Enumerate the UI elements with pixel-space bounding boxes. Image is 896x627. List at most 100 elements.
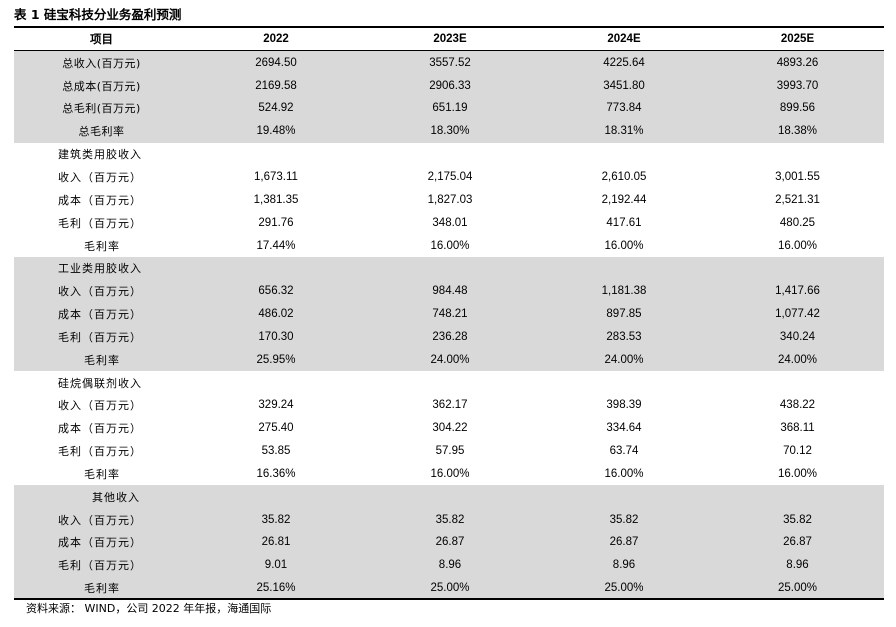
cell: 3451.80	[537, 74, 711, 98]
source-note: 资料来源： WIND，公司 2022 年年报，海通国际	[26, 602, 272, 615]
cell	[189, 485, 363, 509]
row-label: 成本（百万元）	[58, 193, 142, 207]
cell: 19.48%	[189, 119, 363, 143]
cell: 480.25	[779, 216, 816, 229]
table-row: 成本（百万元） 486.02 748.21 897.85 1,077.42	[14, 302, 884, 326]
cell	[189, 371, 363, 394]
cell: 16.00%	[777, 467, 817, 480]
cell: 25.95%	[189, 348, 363, 372]
cell: 236.28	[363, 325, 537, 349]
table-title: 表 1 硅宝科技分业务盈利预测	[14, 7, 182, 22]
cell: 70.12	[783, 445, 812, 458]
row-label: 毛利率	[84, 467, 120, 481]
table-row: 总成本(百万元) 2169.58 2906.33 3451.80 3993.70	[14, 74, 884, 98]
table-row: 成本（百万元） 26.81 26.87 26.87 26.87	[14, 531, 884, 554]
row-label: 成本（百万元）	[14, 302, 189, 326]
cell: 25.00%	[537, 576, 711, 600]
table-row: 总收入(百万元) 2694.50 3557.52 4225.64 4893.26	[14, 50, 884, 75]
cell: 334.64	[606, 422, 642, 435]
cell: 35.82	[537, 508, 711, 532]
cell	[537, 143, 711, 166]
cell: 26.87	[363, 531, 537, 554]
cell: 3557.52	[363, 50, 537, 75]
cell: 486.02	[189, 302, 363, 326]
cell: 1,181.38	[537, 279, 711, 303]
cell: 4893.26	[711, 50, 884, 75]
cell: 57.95	[435, 445, 465, 458]
cell: 340.24	[711, 325, 884, 349]
cell	[189, 256, 363, 280]
table-row: 成本（百万元） 275.40 304.22 334.64 368.11	[14, 417, 884, 440]
cell: 8.96	[363, 553, 537, 577]
cell: 4225.64	[537, 50, 711, 75]
table-row: 收入（百万元） 656.32 984.48 1,181.38 1,417.66	[14, 279, 884, 303]
cell: 2,192.44	[601, 193, 647, 206]
cell: 524.92	[189, 97, 363, 120]
table-row: 毛利（百万元） 170.30 236.28 283.53 340.24	[14, 325, 884, 349]
row-label: 收入（百万元）	[58, 399, 142, 413]
cell: 1,077.42	[711, 302, 884, 326]
cell: 368.11	[780, 422, 815, 435]
cell	[711, 143, 884, 166]
cell: 26.87	[537, 531, 711, 554]
cell: 2169.58	[189, 74, 363, 98]
cell: 35.82	[189, 508, 363, 532]
row-label: 总毛利(百万元)	[14, 97, 189, 120]
cell: 275.40	[258, 422, 294, 435]
cell: 329.24	[258, 399, 294, 412]
row-label: 毛利率	[84, 239, 120, 253]
cell	[363, 485, 537, 509]
cell: 304.22	[432, 422, 468, 435]
table-row: 成本（百万元） 1,381.35 1,827.03 2,192.44 2,521.31	[14, 188, 884, 211]
cell: 651.19	[363, 97, 537, 120]
cell: 438.22	[779, 399, 816, 412]
header-item: 项目	[14, 27, 189, 52]
header-year: 2025E	[711, 27, 884, 52]
cell	[711, 371, 884, 394]
row-label: 毛利（百万元）	[14, 553, 189, 577]
cell: 25.00%	[711, 576, 884, 600]
row-label: 收入（百万元）	[14, 508, 189, 532]
cell: 16.00%	[604, 467, 644, 480]
cell: 2,610.05	[601, 170, 647, 183]
section-row: 工业类用胶收入	[14, 256, 884, 280]
table-row: 总毛利(百万元) 524.92 651.19 773.84 899.56	[14, 97, 884, 120]
row-label: 毛利率	[14, 348, 189, 372]
cell: 1,827.03	[427, 193, 473, 206]
cell: 897.85	[537, 302, 711, 326]
table-row: 毛利率 25.16% 25.00% 25.00% 25.00%	[14, 576, 884, 600]
cell	[189, 143, 363, 166]
cell: 283.53	[537, 325, 711, 349]
table-row: 毛利（百万元） 9.01 8.96 8.96 8.96	[14, 553, 884, 577]
row-label: 收入（百万元）	[58, 170, 142, 184]
bottom-rule	[14, 598, 884, 600]
cell: 35.82	[363, 508, 537, 532]
cell: 170.30	[189, 325, 363, 349]
cell: 2,175.04	[427, 170, 473, 183]
table-row: 毛利率 25.95% 24.00% 24.00% 24.00%	[14, 348, 884, 372]
cell: 3993.70	[711, 74, 884, 98]
cell: 26.81	[189, 531, 363, 554]
cell: 18.38%	[711, 119, 884, 143]
cell: 984.48	[363, 279, 537, 303]
table-row: 总毛利率 19.48% 18.30% 18.31% 18.38%	[14, 119, 884, 143]
top-rule	[14, 26, 884, 28]
cell: 2694.50	[189, 50, 363, 75]
row-label: 成本（百万元）	[14, 531, 189, 554]
cell: 24.00%	[711, 348, 884, 372]
cell	[537, 371, 711, 394]
row-label: 收入（百万元）	[14, 279, 189, 303]
header-year: 2024E	[537, 27, 711, 52]
cell: 8.96	[711, 553, 884, 577]
section-label: 工业类用胶收入	[14, 256, 189, 280]
cell: 9.01	[189, 553, 363, 577]
row-label: 毛利率	[14, 576, 189, 600]
cell	[363, 143, 537, 166]
table-row: 收入（百万元） 329.24 362.17 398.39 438.22	[14, 394, 884, 417]
cell: 25.16%	[189, 576, 363, 600]
cell: 8.96	[537, 553, 711, 577]
cell: 17.44%	[256, 239, 296, 252]
cell: 35.82	[711, 508, 884, 532]
cell: 16.00%	[430, 467, 470, 480]
cell: 1,381.35	[253, 193, 299, 206]
